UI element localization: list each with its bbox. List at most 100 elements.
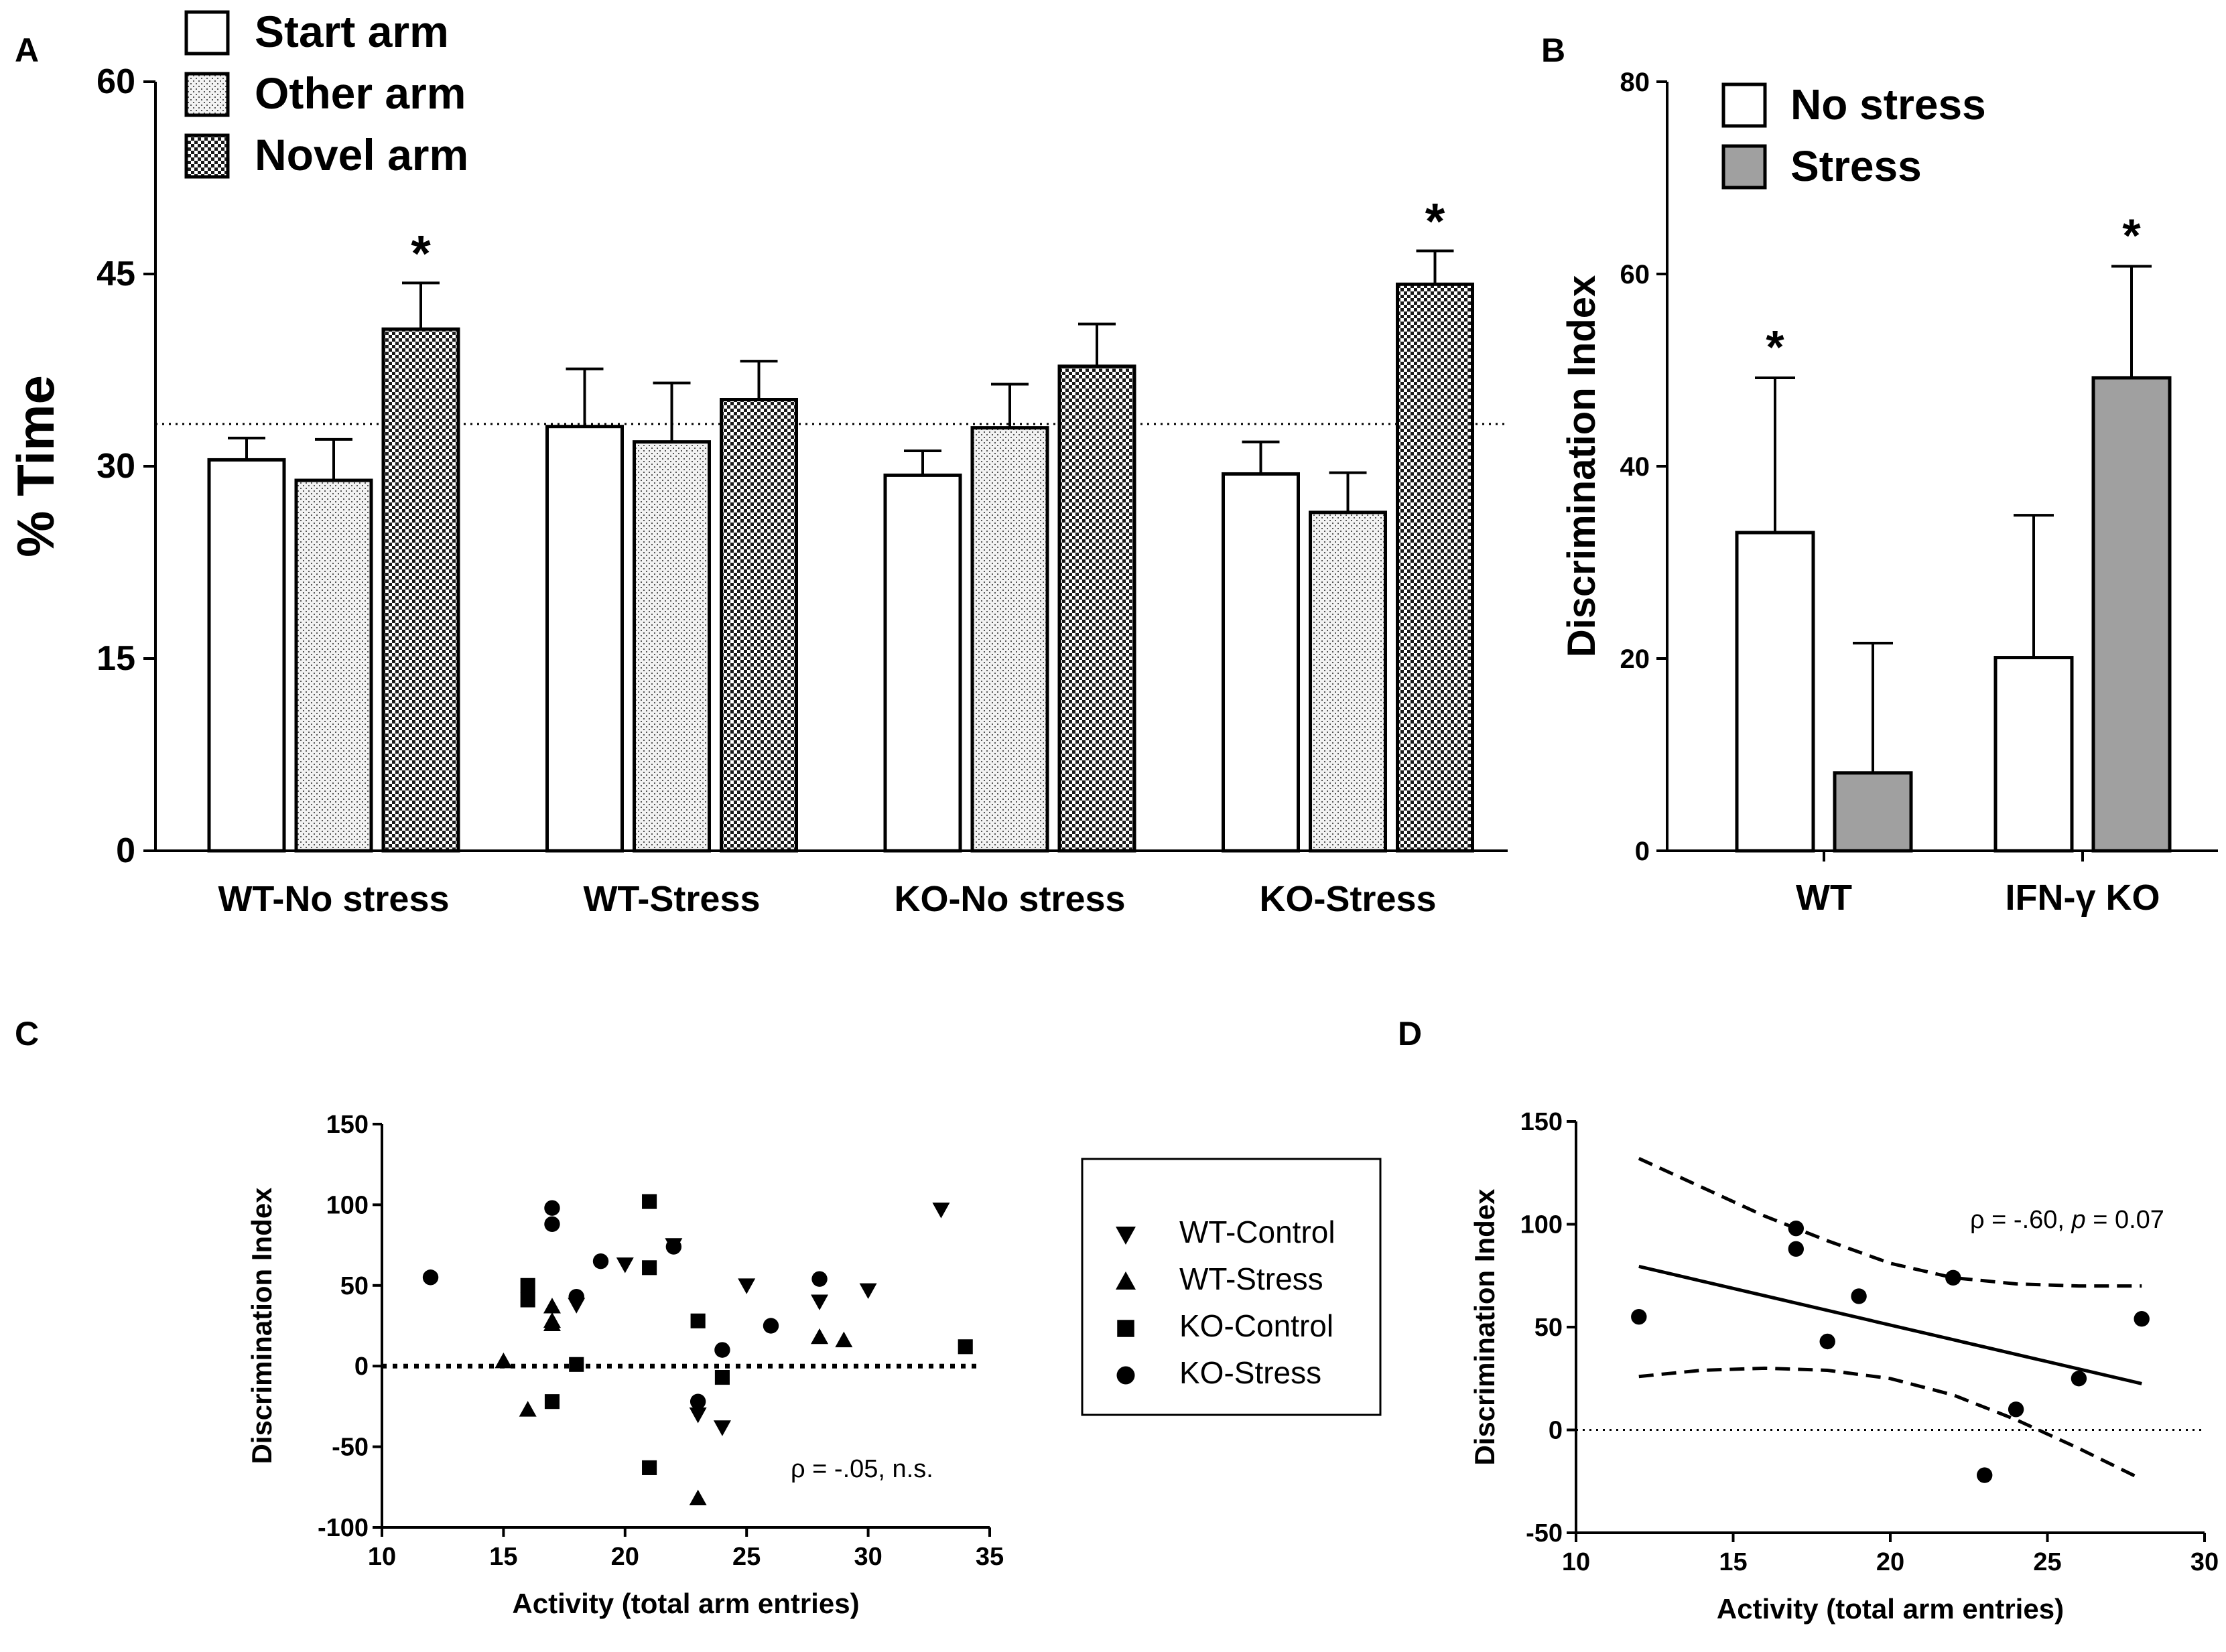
- marker-circle: [763, 1318, 779, 1334]
- marker-circle: [1788, 1241, 1804, 1257]
- marker-square: [520, 1278, 535, 1293]
- bar-start-arm: [545, 425, 624, 853]
- marker-triangle-up: [495, 1352, 513, 1369]
- marker-circle: [2008, 1401, 2024, 1418]
- panel-a-bar-chart: 0 15 30 45 60 % Time * WT-No stress WT-Stress KO-…: [6, 7, 1508, 919]
- x-category-label: WT-Stress: [583, 879, 760, 919]
- bar-novel-arm: [381, 327, 460, 853]
- legend-swatch: [184, 133, 230, 179]
- y-tick-label: 0: [1635, 837, 1650, 866]
- marker-circle: [568, 1288, 584, 1305]
- y-tick-label: 50: [1534, 1314, 1563, 1342]
- ci-lower-band: [1638, 1366, 2143, 1481]
- bar-novel-arm: [720, 398, 798, 853]
- x-category-label: WT: [1796, 878, 1852, 918]
- y-tick-label: -50: [332, 1434, 369, 1462]
- marker-circle: [665, 1239, 682, 1255]
- x-category-label: KO-Stress: [1259, 879, 1436, 919]
- y-tick-label: 60: [96, 62, 135, 101]
- x-tick-label: 25: [732, 1543, 761, 1571]
- y-tick-label: -100: [318, 1514, 369, 1542]
- bar-novel-arm: [1057, 364, 1136, 853]
- x-axis-label: Activity (total arm entries): [512, 1588, 859, 1619]
- marker-circle: [690, 1393, 706, 1409]
- marker-triangle-down: [1116, 1227, 1136, 1245]
- y-tick-label: 150: [326, 1111, 369, 1139]
- marker-circle: [544, 1216, 560, 1232]
- marker-circle: [1851, 1288, 1867, 1304]
- marker-square: [642, 1460, 657, 1475]
- legend-label: Start arm: [255, 7, 449, 56]
- y-tick-label: 100: [326, 1191, 369, 1219]
- y-tick-label: 45: [96, 255, 135, 293]
- marker-triangle-up: [1116, 1271, 1136, 1290]
- legend-swatch: [184, 72, 230, 117]
- x-category-label: KO-No stress: [894, 879, 1125, 919]
- x-category-label: IFN-γ KO: [2005, 878, 2160, 918]
- legend-label: Stress: [1790, 142, 1922, 190]
- marker-circle: [1945, 1269, 1961, 1286]
- marker-circle: [2071, 1371, 2087, 1387]
- x-tick-label: 10: [368, 1543, 396, 1571]
- marker-triangle-down: [738, 1278, 756, 1294]
- marker-circle: [1788, 1220, 1804, 1237]
- y-tick-label: 80: [1620, 68, 1650, 97]
- bar-novel-arm: [1396, 282, 1474, 853]
- marker-triangle-down: [713, 1420, 731, 1436]
- x-tick-label: 25: [2033, 1548, 2061, 1576]
- marker-circle: [592, 1253, 609, 1269]
- panel-letter-a: A: [15, 31, 39, 69]
- panel-letter-d: D: [1398, 1015, 1422, 1052]
- marker-triangle-up: [543, 1315, 561, 1331]
- marker-triangle-up: [543, 1298, 561, 1314]
- x-tick-label: 10: [1562, 1548, 1590, 1576]
- x-tick-label: 35: [976, 1543, 1004, 1571]
- y-tick-label: 100: [1520, 1211, 1563, 1239]
- y-axis-label: Discrimination Index: [1469, 1188, 1500, 1466]
- bar-stress: [1833, 771, 1913, 853]
- legend-label: WT-Control: [1179, 1215, 1335, 1249]
- marker-square: [642, 1194, 657, 1209]
- x-tick-label: 15: [489, 1543, 517, 1571]
- ci-upper-band: [1638, 1157, 2142, 1288]
- y-tick-label: 0: [354, 1353, 369, 1381]
- marker-circle: [544, 1200, 560, 1216]
- legend-label: Novel arm: [255, 130, 468, 180]
- y-tick-label: 20: [1620, 644, 1650, 674]
- significance-star: *: [1766, 321, 1784, 373]
- marker-square: [958, 1339, 973, 1355]
- bar-other-arm: [633, 440, 711, 853]
- bar-no-stress: [1735, 531, 1815, 853]
- y-axis-label: Discrimination Index: [1560, 275, 1603, 657]
- y-tick-label: 60: [1620, 260, 1650, 289]
- marker-square: [1117, 1320, 1134, 1337]
- bar-start-arm: [207, 458, 286, 853]
- annotation-p-value: = 0.07: [2086, 1206, 2164, 1234]
- legend-label: WT-Stress: [1179, 1261, 1323, 1296]
- significance-star: *: [2122, 210, 2141, 262]
- bar-no-stress: [1993, 656, 2074, 853]
- legend-label: KO-Control: [1179, 1308, 1333, 1343]
- y-tick-label: 40: [1620, 452, 1650, 482]
- y-axis-label: Discrimination Index: [246, 1187, 277, 1464]
- bar-other-arm: [1309, 510, 1387, 853]
- significance-star: *: [411, 225, 431, 282]
- marker-square: [544, 1394, 560, 1409]
- y-tick-label: 0: [116, 831, 135, 870]
- panel-letter-c: C: [15, 1015, 39, 1052]
- y-axis-label: % Time: [6, 375, 65, 557]
- x-tick-label: 30: [854, 1543, 882, 1571]
- bar-other-arm: [294, 478, 373, 853]
- annotation-rho: ρ = -.60,: [1970, 1206, 2072, 1234]
- marker-circle: [2134, 1311, 2150, 1327]
- legend-label: Other arm: [255, 68, 466, 118]
- marker-triangle-down: [689, 1407, 707, 1424]
- marker-square: [569, 1357, 584, 1372]
- marker-circle: [1819, 1333, 1835, 1350]
- y-tick-label: 50: [340, 1272, 369, 1300]
- marker-square: [520, 1292, 535, 1308]
- y-tick-label: -50: [1526, 1519, 1563, 1547]
- marker-square: [714, 1370, 730, 1385]
- significance-star: *: [1425, 194, 1445, 251]
- marker-triangle-up: [811, 1328, 829, 1345]
